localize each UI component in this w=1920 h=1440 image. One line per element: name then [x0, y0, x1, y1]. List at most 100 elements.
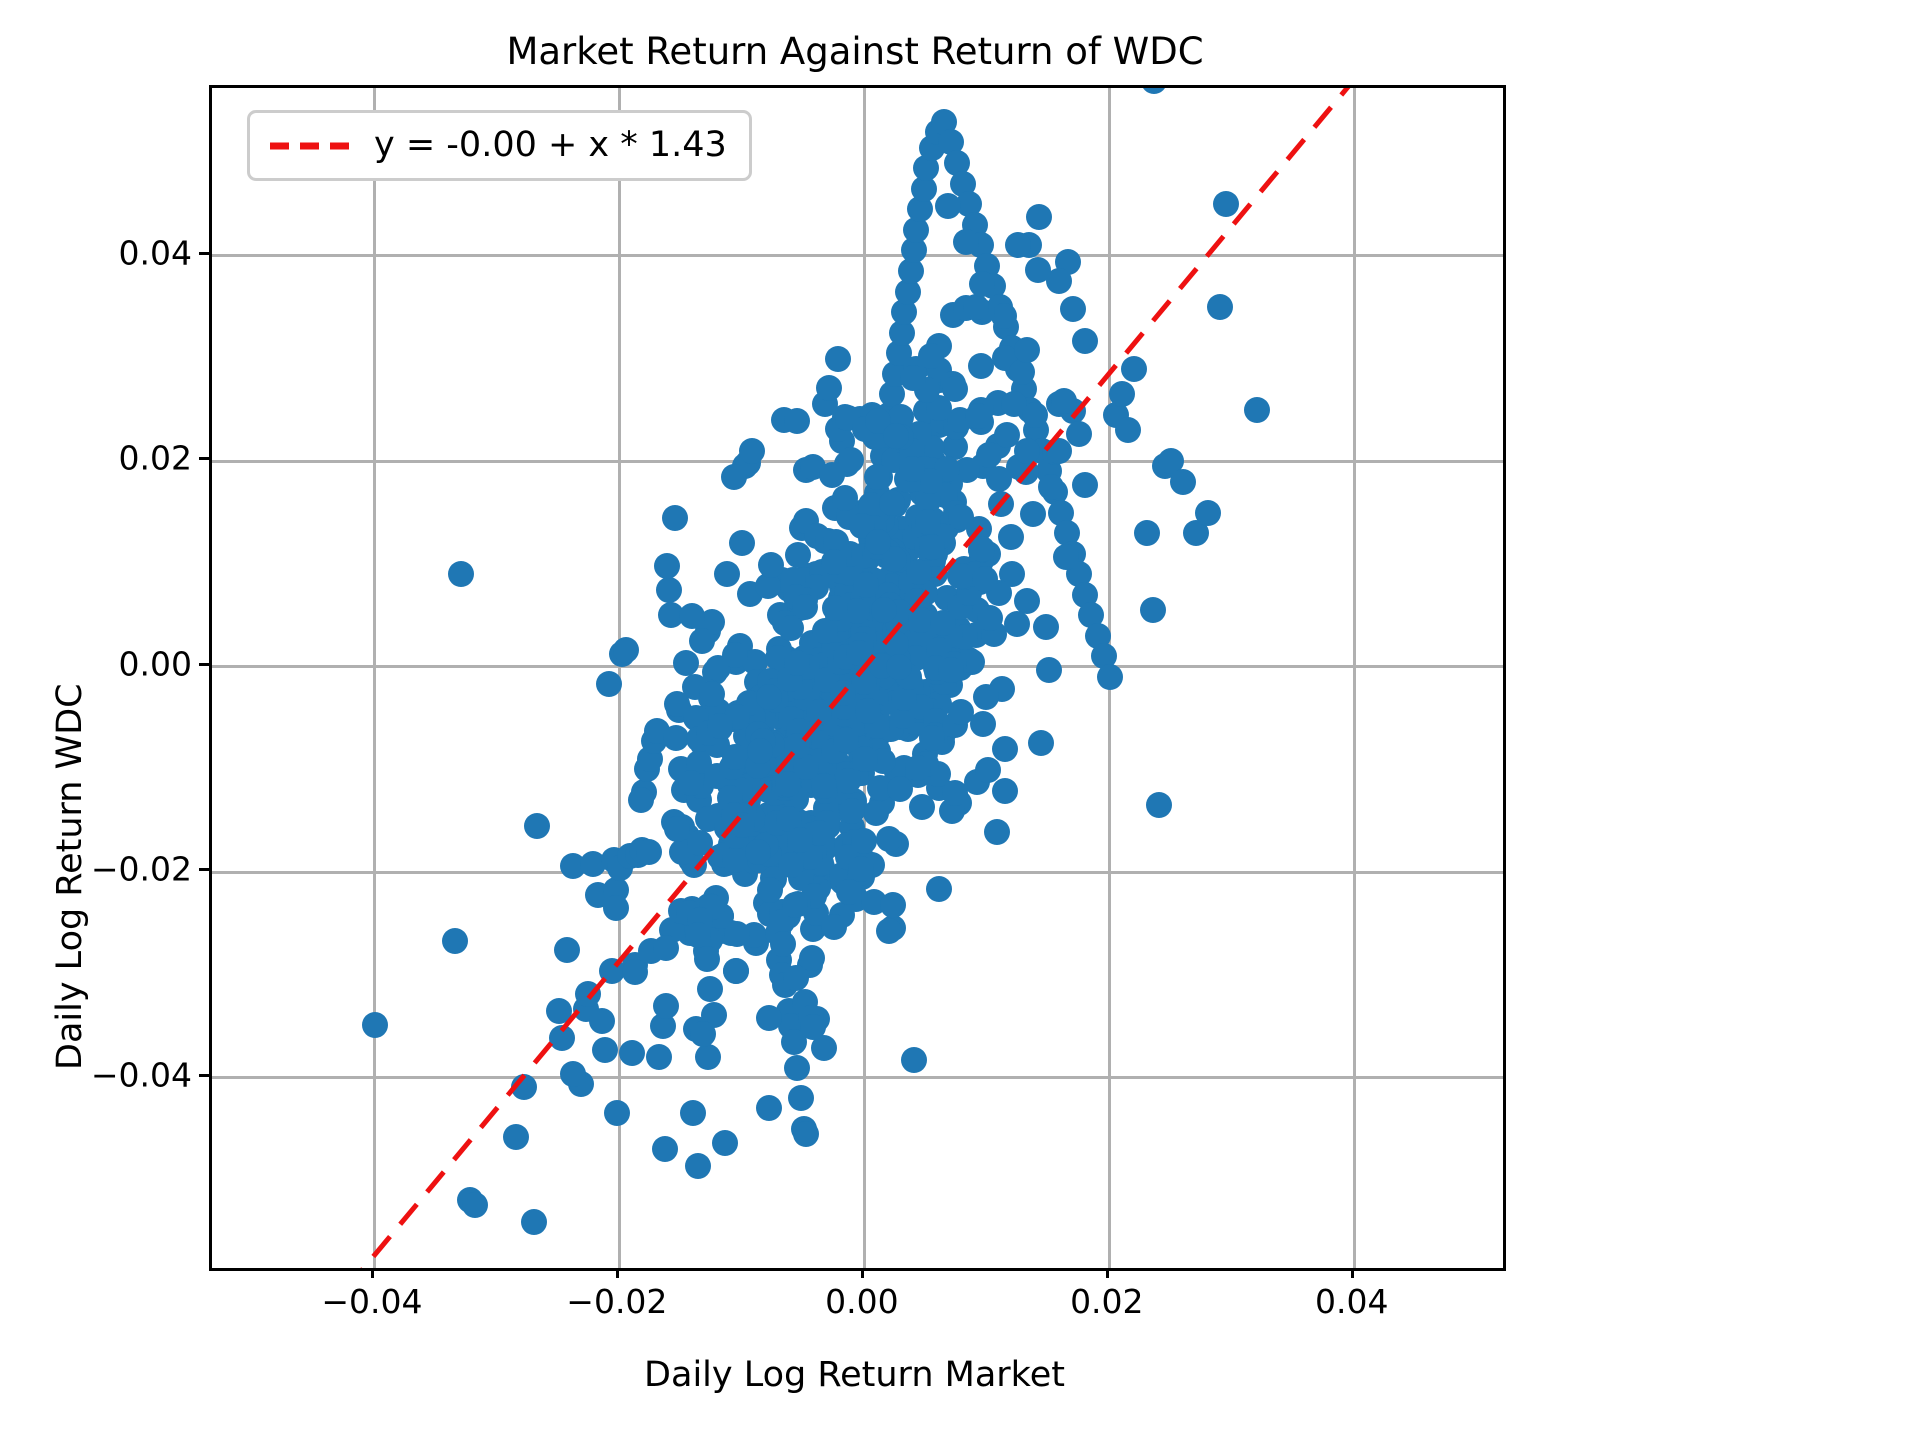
- gridline-horizontal: [212, 1076, 1503, 1080]
- scatter-point: [559, 1060, 586, 1087]
- scatter-point: [723, 958, 750, 985]
- scatter-point: [1026, 203, 1053, 230]
- scatter-point: [523, 813, 550, 839]
- scatter-point: [914, 508, 941, 535]
- scatter-point: [805, 699, 832, 726]
- scatter-point: [622, 958, 649, 985]
- scatter-point: [992, 778, 1019, 805]
- scatter-point: [619, 1040, 646, 1067]
- scatter-point: [1066, 420, 1093, 447]
- scatter-point: [510, 1074, 537, 1101]
- scatter-point: [784, 1054, 811, 1081]
- scatter-point: [721, 846, 748, 873]
- y-tick-label: 0.04: [118, 233, 192, 273]
- scatter-point: [688, 628, 715, 655]
- scatter-point: [793, 1121, 820, 1148]
- scatter-point: [654, 552, 681, 579]
- y-tick-mark: [199, 662, 209, 666]
- scatter-point: [1139, 597, 1166, 624]
- scatter-point: [655, 576, 682, 603]
- scatter-point: [696, 975, 723, 1002]
- plot-inner: [212, 88, 1503, 1268]
- scatter-point: [879, 891, 906, 918]
- scatter-point: [834, 767, 861, 794]
- scatter-point: [592, 1037, 619, 1064]
- scatter-point: [875, 918, 902, 945]
- scatter-point: [1028, 729, 1055, 756]
- scatter-point: [698, 680, 725, 707]
- scatter-point: [975, 441, 1002, 468]
- scatter-point: [673, 650, 700, 677]
- scatter-point: [502, 1124, 529, 1151]
- scatter-point: [1133, 520, 1160, 547]
- scatter-point: [977, 604, 1004, 631]
- scatter-point: [604, 1099, 631, 1126]
- scatter-point: [918, 533, 945, 560]
- scatter-point: [909, 794, 936, 821]
- scatter-point: [901, 1046, 928, 1073]
- scatter-point: [843, 598, 870, 625]
- scatter-point: [862, 799, 889, 826]
- scatter-point: [864, 463, 891, 490]
- scatter-point: [723, 921, 750, 948]
- scatter-point: [792, 593, 819, 620]
- scatter-point: [824, 346, 851, 373]
- x-tick-label: 0.02: [1070, 1282, 1144, 1321]
- scatter-point: [1045, 437, 1072, 464]
- scatter-point: [968, 270, 995, 297]
- scatter-point: [984, 819, 1011, 846]
- scatter-point: [918, 724, 945, 751]
- y-tick-label: 0.00: [118, 644, 192, 684]
- scatter-point: [852, 572, 879, 599]
- y-tick-mark: [199, 1073, 209, 1077]
- y-axis-label: Daily Log Return WDC: [50, 683, 90, 1070]
- gridline-vertical: [1353, 88, 1357, 1268]
- scatter-point: [1096, 663, 1123, 690]
- scatter-point: [783, 733, 810, 760]
- x-tick-mark: [370, 1268, 374, 1278]
- scatter-point: [1013, 438, 1040, 465]
- scatter-point: [965, 402, 992, 429]
- scatter-point: [739, 437, 766, 464]
- x-tick-label: −0.02: [566, 1282, 668, 1321]
- scatter-point: [898, 456, 925, 483]
- scatter-point: [441, 928, 468, 955]
- y-tick-label: −0.02: [90, 849, 192, 889]
- scatter-point: [689, 1021, 716, 1048]
- scatter-point: [781, 891, 808, 918]
- scatter-point: [595, 670, 622, 697]
- scatter-point: [783, 650, 810, 677]
- y-axis-tick-marks: [197, 85, 209, 1265]
- scatter-point: [967, 353, 994, 380]
- gridline-horizontal: [212, 254, 1503, 258]
- scatter-point: [707, 712, 734, 739]
- scatter-point: [821, 914, 848, 941]
- scatter-point: [870, 597, 897, 624]
- scatter-point: [810, 773, 837, 800]
- x-tick-mark: [615, 1268, 619, 1278]
- scatter-point: [729, 530, 756, 557]
- scatter-point: [1003, 611, 1030, 638]
- x-tick-mark: [1105, 1268, 1109, 1278]
- scatter-point: [786, 826, 813, 853]
- scatter-point: [361, 1012, 388, 1039]
- scatter-point: [1243, 396, 1270, 423]
- scatter-point: [663, 815, 690, 842]
- scatter-point: [998, 524, 1025, 551]
- scatter-point: [788, 1085, 815, 1112]
- scatter-point: [818, 462, 845, 489]
- scatter-point: [970, 710, 997, 737]
- scatter-point: [1072, 327, 1099, 354]
- scatter-point: [988, 491, 1015, 518]
- scatter-point: [613, 637, 639, 664]
- scatter-point: [783, 408, 810, 435]
- scatter-point: [831, 484, 858, 511]
- scatter-point: [879, 489, 906, 516]
- scatter-point: [968, 536, 995, 563]
- scatter-point: [652, 935, 679, 962]
- scatter-point: [603, 894, 630, 921]
- scatter-point: [986, 465, 1013, 492]
- scatter-point: [1121, 355, 1148, 382]
- scatter-point: [554, 937, 581, 964]
- y-tick-mark: [199, 251, 209, 255]
